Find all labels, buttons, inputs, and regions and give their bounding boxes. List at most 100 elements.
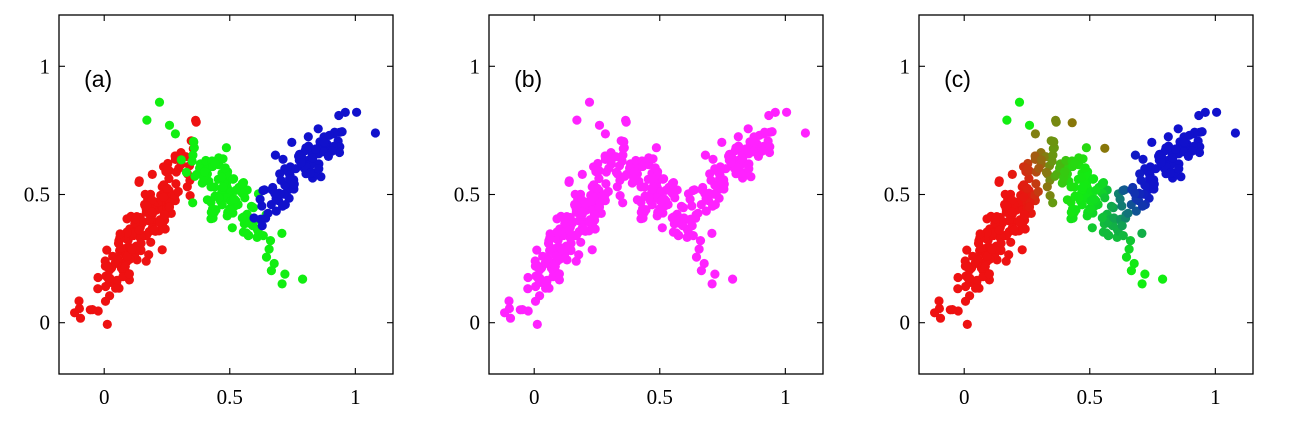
data-point xyxy=(170,129,180,139)
data-point xyxy=(308,153,318,163)
data-point xyxy=(1151,164,1161,174)
data-point xyxy=(134,225,144,235)
data-point xyxy=(1002,115,1012,125)
data-point xyxy=(188,198,198,208)
data-point xyxy=(1168,153,1178,163)
data-point xyxy=(1024,120,1035,130)
data-point xyxy=(1024,202,1035,212)
data-point xyxy=(719,179,729,189)
data-point xyxy=(640,158,650,168)
data-point xyxy=(134,176,144,186)
data-point xyxy=(93,284,103,294)
data-point xyxy=(735,168,746,178)
data-point xyxy=(176,155,186,165)
data-point xyxy=(1149,179,1159,189)
data-point xyxy=(173,186,183,197)
data-point xyxy=(1007,195,1017,205)
data-point xyxy=(741,144,751,154)
data-point xyxy=(141,256,151,266)
data-point xyxy=(218,182,228,192)
data-point xyxy=(552,228,562,238)
x-tick-label: 1 xyxy=(1210,385,1221,409)
data-point xyxy=(370,128,380,138)
data-point xyxy=(960,296,971,306)
data-point xyxy=(1101,228,1111,238)
data-point xyxy=(314,164,324,174)
data-point xyxy=(1024,174,1034,184)
data-point xyxy=(164,202,175,212)
data-point xyxy=(655,204,665,214)
y-tick-label: 0.5 xyxy=(24,183,50,207)
data-point xyxy=(531,281,541,292)
data-point xyxy=(689,185,700,195)
data-point xyxy=(1137,228,1147,238)
data-point xyxy=(1125,236,1136,246)
data-point xyxy=(505,313,516,323)
data-point xyxy=(612,182,622,192)
data-point xyxy=(504,303,514,314)
data-point xyxy=(142,115,152,125)
data-point xyxy=(1118,231,1128,241)
data-point xyxy=(229,194,239,204)
data-point xyxy=(1097,179,1107,189)
data-point xyxy=(1121,252,1132,262)
data-point xyxy=(962,319,972,329)
data-point xyxy=(961,281,971,292)
data-point xyxy=(1117,221,1127,231)
data-point xyxy=(1006,237,1016,247)
data-point xyxy=(1023,164,1033,174)
data-point xyxy=(577,207,587,217)
data-points xyxy=(930,97,1240,329)
data-point xyxy=(726,158,736,168)
data-point xyxy=(220,163,230,173)
data-point xyxy=(296,158,306,168)
data-point xyxy=(305,168,316,178)
data-point xyxy=(982,251,992,261)
data-point xyxy=(619,137,629,147)
data-point xyxy=(532,319,542,329)
scatter-panel-b: 0 0.5 1 0 0.5 1 (b) xyxy=(454,14,824,409)
data-point xyxy=(552,251,562,261)
data-point xyxy=(1194,147,1205,158)
data-point xyxy=(657,223,667,233)
data-point xyxy=(352,107,362,117)
data-point xyxy=(554,269,565,279)
y-tick-label: 0.5 xyxy=(884,183,910,207)
data-point xyxy=(576,237,586,247)
data-point xyxy=(706,175,716,185)
data-point xyxy=(1062,195,1072,205)
data-point xyxy=(1124,244,1134,254)
data-point xyxy=(1130,150,1140,160)
data-point xyxy=(1100,193,1110,203)
data-point xyxy=(311,144,321,154)
data-point xyxy=(688,231,698,241)
data-point xyxy=(1066,182,1076,192)
data-point xyxy=(1171,144,1181,154)
data-point xyxy=(270,150,280,160)
data-point xyxy=(1158,274,1168,284)
data-point xyxy=(278,201,288,211)
data-point xyxy=(693,208,703,218)
data-point xyxy=(585,217,595,227)
data-point xyxy=(1067,118,1077,128)
data-point xyxy=(982,228,992,238)
data-point xyxy=(971,283,981,293)
data-point xyxy=(587,245,597,255)
data-point xyxy=(571,256,581,266)
data-point xyxy=(764,147,775,158)
data-point xyxy=(149,225,159,235)
data-point xyxy=(1022,183,1032,193)
data-point xyxy=(100,296,111,306)
data-point xyxy=(647,172,657,182)
data-point xyxy=(707,228,717,238)
x-tick-label: 1 xyxy=(350,385,361,409)
data-point xyxy=(334,147,345,158)
data-point xyxy=(122,251,132,261)
data-point xyxy=(696,266,707,276)
data-point xyxy=(1087,223,1097,233)
data-point xyxy=(557,244,567,254)
data-point xyxy=(277,279,287,289)
data-point xyxy=(1138,201,1148,211)
data-point xyxy=(604,163,614,173)
